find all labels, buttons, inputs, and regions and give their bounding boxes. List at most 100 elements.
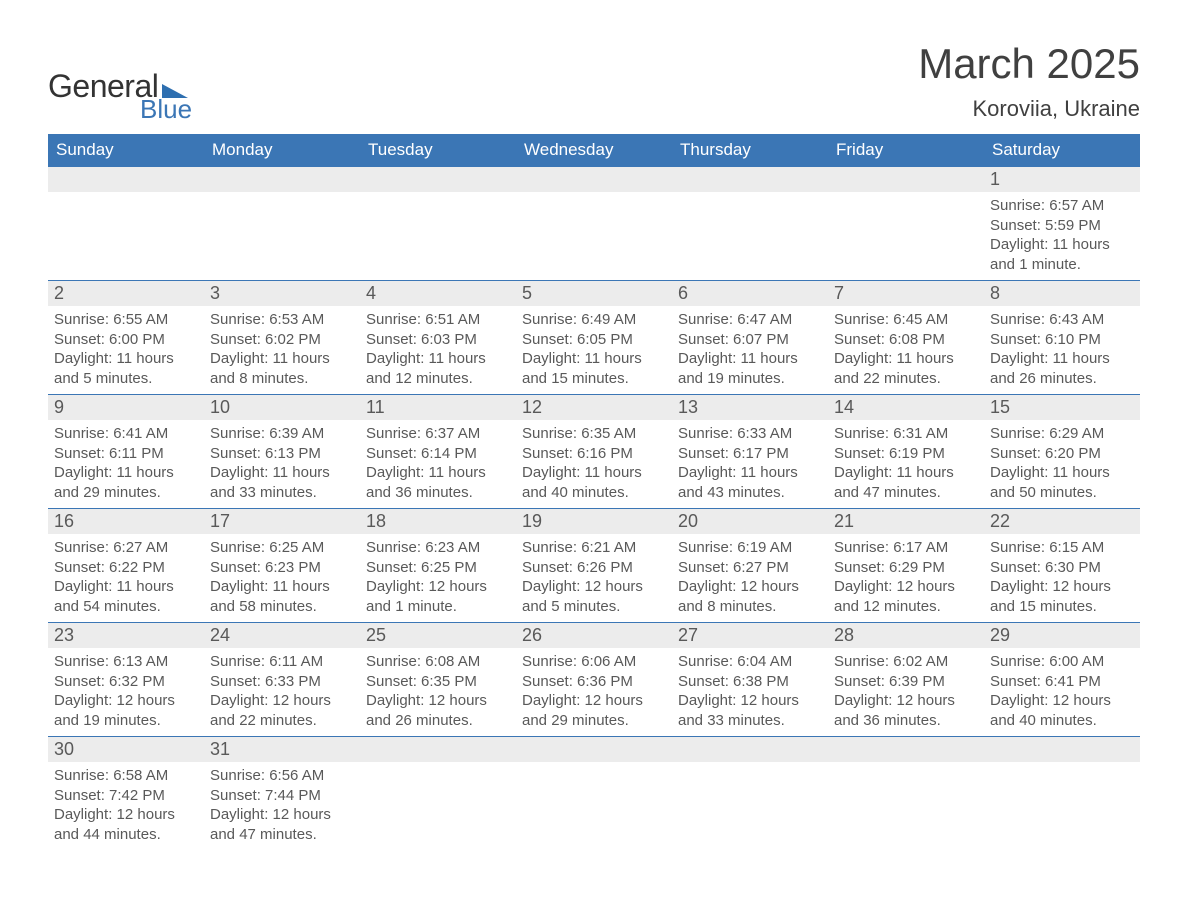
day-number: 15 bbox=[984, 395, 1140, 420]
daylight-line: Daylight: 11 hours and 1 minute. bbox=[990, 235, 1134, 274]
day-body: Sunrise: 6:41 AMSunset: 6:11 PMDaylight:… bbox=[48, 420, 204, 508]
day-number: 20 bbox=[672, 509, 828, 534]
day-number: 21 bbox=[828, 509, 984, 534]
calendar-day-cell: 23Sunrise: 6:13 AMSunset: 6:32 PMDayligh… bbox=[48, 623, 204, 737]
calendar-day-cell: 15Sunrise: 6:29 AMSunset: 6:20 PMDayligh… bbox=[984, 395, 1140, 509]
day-body: Sunrise: 6:23 AMSunset: 6:25 PMDaylight:… bbox=[360, 534, 516, 622]
daylight-line: Daylight: 11 hours and 54 minutes. bbox=[54, 577, 198, 616]
sunset-line: Sunset: 6:39 PM bbox=[834, 672, 978, 692]
calendar-day-cell: 28Sunrise: 6:02 AMSunset: 6:39 PMDayligh… bbox=[828, 623, 984, 737]
daylight-line: Daylight: 11 hours and 47 minutes. bbox=[834, 463, 978, 502]
day-body: Sunrise: 6:35 AMSunset: 6:16 PMDaylight:… bbox=[516, 420, 672, 508]
day-body: Sunrise: 6:06 AMSunset: 6:36 PMDaylight:… bbox=[516, 648, 672, 736]
sunrise-line: Sunrise: 6:29 AM bbox=[990, 424, 1134, 444]
weekday-header: Wednesday bbox=[516, 134, 672, 167]
sunrise-line: Sunrise: 6:41 AM bbox=[54, 424, 198, 444]
day-number bbox=[828, 167, 984, 192]
calendar-week-row: 23Sunrise: 6:13 AMSunset: 6:32 PMDayligh… bbox=[48, 623, 1140, 737]
day-number: 18 bbox=[360, 509, 516, 534]
sunset-line: Sunset: 6:36 PM bbox=[522, 672, 666, 692]
calendar-day-cell: 12Sunrise: 6:35 AMSunset: 6:16 PMDayligh… bbox=[516, 395, 672, 509]
calendar-day-cell: 25Sunrise: 6:08 AMSunset: 6:35 PMDayligh… bbox=[360, 623, 516, 737]
sunset-line: Sunset: 6:11 PM bbox=[54, 444, 198, 464]
day-number: 12 bbox=[516, 395, 672, 420]
calendar-day-cell: 18Sunrise: 6:23 AMSunset: 6:25 PMDayligh… bbox=[360, 509, 516, 623]
daylight-line: Daylight: 11 hours and 43 minutes. bbox=[678, 463, 822, 502]
day-number bbox=[516, 167, 672, 192]
sunrise-line: Sunrise: 6:21 AM bbox=[522, 538, 666, 558]
day-number: 29 bbox=[984, 623, 1140, 648]
sunset-line: Sunset: 6:07 PM bbox=[678, 330, 822, 350]
day-number: 11 bbox=[360, 395, 516, 420]
sunrise-line: Sunrise: 6:55 AM bbox=[54, 310, 198, 330]
sunset-line: Sunset: 6:23 PM bbox=[210, 558, 354, 578]
sunset-line: Sunset: 6:30 PM bbox=[990, 558, 1134, 578]
sunrise-line: Sunrise: 6:51 AM bbox=[366, 310, 510, 330]
day-number: 8 bbox=[984, 281, 1140, 306]
sunrise-line: Sunrise: 6:17 AM bbox=[834, 538, 978, 558]
calendar-day-cell bbox=[672, 167, 828, 281]
sunrise-line: Sunrise: 6:39 AM bbox=[210, 424, 354, 444]
calendar-day-cell: 30Sunrise: 6:58 AMSunset: 7:42 PMDayligh… bbox=[48, 737, 204, 851]
calendar-day-cell: 17Sunrise: 6:25 AMSunset: 6:23 PMDayligh… bbox=[204, 509, 360, 623]
sunset-line: Sunset: 6:41 PM bbox=[990, 672, 1134, 692]
sunrise-line: Sunrise: 6:02 AM bbox=[834, 652, 978, 672]
day-number: 14 bbox=[828, 395, 984, 420]
day-body: Sunrise: 6:19 AMSunset: 6:27 PMDaylight:… bbox=[672, 534, 828, 622]
sunrise-line: Sunrise: 6:53 AM bbox=[210, 310, 354, 330]
calendar-week-row: 9Sunrise: 6:41 AMSunset: 6:11 PMDaylight… bbox=[48, 395, 1140, 509]
calendar-day-cell: 21Sunrise: 6:17 AMSunset: 6:29 PMDayligh… bbox=[828, 509, 984, 623]
day-body: Sunrise: 6:39 AMSunset: 6:13 PMDaylight:… bbox=[204, 420, 360, 508]
sunset-line: Sunset: 6:05 PM bbox=[522, 330, 666, 350]
day-body bbox=[48, 192, 204, 202]
sunset-line: Sunset: 7:44 PM bbox=[210, 786, 354, 806]
daylight-line: Daylight: 12 hours and 5 minutes. bbox=[522, 577, 666, 616]
calendar-day-cell: 27Sunrise: 6:04 AMSunset: 6:38 PMDayligh… bbox=[672, 623, 828, 737]
daylight-line: Daylight: 11 hours and 36 minutes. bbox=[366, 463, 510, 502]
title-month-year: March 2025 bbox=[918, 40, 1140, 88]
sunrise-line: Sunrise: 6:13 AM bbox=[54, 652, 198, 672]
calendar-day-cell: 3Sunrise: 6:53 AMSunset: 6:02 PMDaylight… bbox=[204, 281, 360, 395]
day-body: Sunrise: 6:53 AMSunset: 6:02 PMDaylight:… bbox=[204, 306, 360, 394]
weekday-header: Tuesday bbox=[360, 134, 516, 167]
brand-logo: General Blue bbox=[48, 70, 192, 122]
day-number bbox=[204, 167, 360, 192]
day-number bbox=[360, 167, 516, 192]
calendar-day-cell: 22Sunrise: 6:15 AMSunset: 6:30 PMDayligh… bbox=[984, 509, 1140, 623]
day-body: Sunrise: 6:49 AMSunset: 6:05 PMDaylight:… bbox=[516, 306, 672, 394]
day-number: 19 bbox=[516, 509, 672, 534]
weekday-header: Friday bbox=[828, 134, 984, 167]
calendar-day-cell: 24Sunrise: 6:11 AMSunset: 6:33 PMDayligh… bbox=[204, 623, 360, 737]
calendar-day-cell: 14Sunrise: 6:31 AMSunset: 6:19 PMDayligh… bbox=[828, 395, 984, 509]
calendar-week-row: 16Sunrise: 6:27 AMSunset: 6:22 PMDayligh… bbox=[48, 509, 1140, 623]
day-body: Sunrise: 6:02 AMSunset: 6:39 PMDaylight:… bbox=[828, 648, 984, 736]
daylight-line: Daylight: 11 hours and 29 minutes. bbox=[54, 463, 198, 502]
calendar-day-cell: 6Sunrise: 6:47 AMSunset: 6:07 PMDaylight… bbox=[672, 281, 828, 395]
day-number: 28 bbox=[828, 623, 984, 648]
day-number: 4 bbox=[360, 281, 516, 306]
brand-word2: Blue bbox=[140, 96, 192, 122]
day-number: 24 bbox=[204, 623, 360, 648]
sunset-line: Sunset: 6:27 PM bbox=[678, 558, 822, 578]
daylight-line: Daylight: 11 hours and 15 minutes. bbox=[522, 349, 666, 388]
sunset-line: Sunset: 6:08 PM bbox=[834, 330, 978, 350]
daylight-line: Daylight: 12 hours and 47 minutes. bbox=[210, 805, 354, 844]
sunrise-line: Sunrise: 6:45 AM bbox=[834, 310, 978, 330]
day-number: 2 bbox=[48, 281, 204, 306]
sunset-line: Sunset: 6:32 PM bbox=[54, 672, 198, 692]
sunrise-line: Sunrise: 6:11 AM bbox=[210, 652, 354, 672]
sunset-line: Sunset: 6:10 PM bbox=[990, 330, 1134, 350]
day-number: 7 bbox=[828, 281, 984, 306]
daylight-line: Daylight: 12 hours and 36 minutes. bbox=[834, 691, 978, 730]
sunset-line: Sunset: 6:14 PM bbox=[366, 444, 510, 464]
sunset-line: Sunset: 6:02 PM bbox=[210, 330, 354, 350]
day-body bbox=[828, 762, 984, 772]
calendar-day-cell: 4Sunrise: 6:51 AMSunset: 6:03 PMDaylight… bbox=[360, 281, 516, 395]
sunrise-line: Sunrise: 6:58 AM bbox=[54, 766, 198, 786]
day-number bbox=[516, 737, 672, 762]
header: General Blue March 2025 Koroviia, Ukrain… bbox=[48, 40, 1140, 122]
day-body: Sunrise: 6:31 AMSunset: 6:19 PMDaylight:… bbox=[828, 420, 984, 508]
sunrise-line: Sunrise: 6:19 AM bbox=[678, 538, 822, 558]
calendar-week-row: 1Sunrise: 6:57 AMSunset: 5:59 PMDaylight… bbox=[48, 167, 1140, 281]
day-number: 26 bbox=[516, 623, 672, 648]
